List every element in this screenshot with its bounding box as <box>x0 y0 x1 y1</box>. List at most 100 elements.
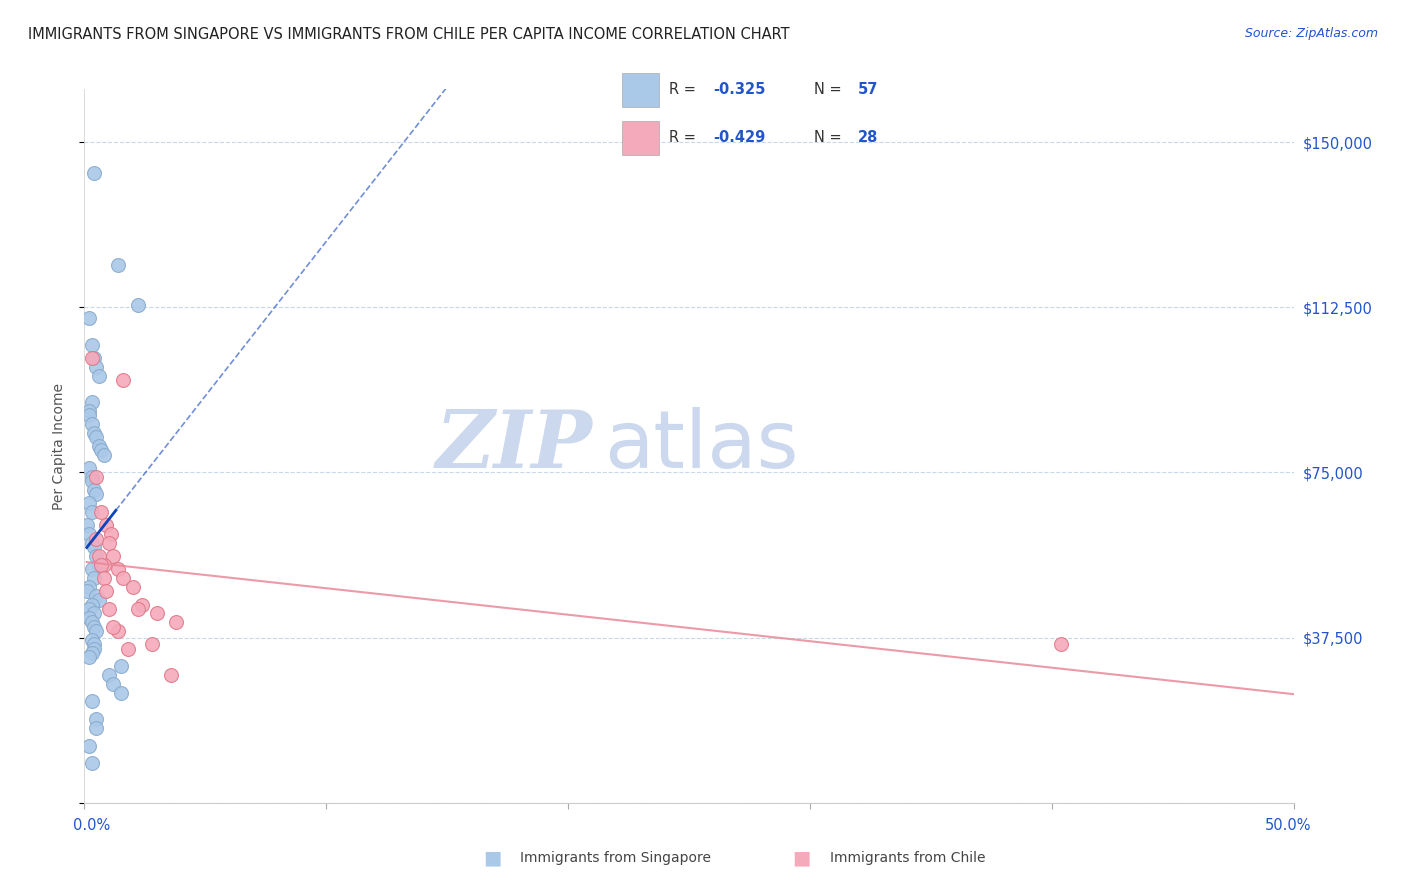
Point <box>121 580 143 594</box>
Point <box>80 470 103 484</box>
Point <box>77 403 100 417</box>
Point <box>112 571 135 585</box>
Point <box>127 602 149 616</box>
Text: atlas: atlas <box>605 407 799 485</box>
Text: ZIP: ZIP <box>436 408 592 484</box>
Point <box>103 549 125 563</box>
Point <box>80 694 103 708</box>
Point <box>77 650 100 665</box>
Point <box>83 637 105 651</box>
Point <box>76 584 98 599</box>
Point <box>90 558 112 572</box>
Point <box>110 686 132 700</box>
Bar <box>621 121 659 155</box>
Point <box>80 646 103 660</box>
Point <box>83 541 105 555</box>
Point <box>83 351 105 365</box>
Point <box>83 619 105 633</box>
Point <box>94 518 117 533</box>
Point <box>86 532 108 546</box>
Point <box>86 712 108 726</box>
Point <box>112 373 135 387</box>
Text: ■: ■ <box>792 848 811 868</box>
Point <box>146 607 169 621</box>
Point <box>117 641 139 656</box>
Point <box>77 408 100 422</box>
Point <box>83 483 105 497</box>
Point <box>77 496 100 510</box>
Text: Immigrants from Singapore: Immigrants from Singapore <box>520 851 711 865</box>
Text: 0.0%: 0.0% <box>73 818 110 832</box>
Text: 50.0%: 50.0% <box>1264 818 1312 832</box>
Point <box>80 351 103 365</box>
Point <box>87 368 110 383</box>
Point <box>80 505 103 519</box>
Point <box>94 584 117 599</box>
Point <box>90 505 112 519</box>
Point <box>107 624 129 638</box>
Point <box>80 475 103 489</box>
Text: R =: R = <box>669 130 700 145</box>
Point <box>77 311 100 326</box>
Point <box>77 739 100 753</box>
Text: 57: 57 <box>858 81 879 96</box>
Point <box>80 756 103 771</box>
Point <box>87 549 110 563</box>
Point <box>80 615 103 630</box>
Text: N =: N = <box>814 130 846 145</box>
Point <box>165 615 187 630</box>
Point <box>90 443 112 458</box>
Point <box>80 562 103 576</box>
Point <box>77 580 100 594</box>
Point <box>87 593 110 607</box>
Point <box>97 668 120 682</box>
Text: N =: N = <box>814 81 846 96</box>
Point <box>87 439 110 453</box>
Text: Source: ZipAtlas.com: Source: ZipAtlas.com <box>1244 27 1378 40</box>
Point <box>97 602 120 616</box>
Point <box>83 166 105 180</box>
Point <box>160 668 183 682</box>
Bar <box>621 73 659 106</box>
Point <box>83 425 105 440</box>
Point <box>80 337 103 351</box>
Point <box>80 536 103 550</box>
Point <box>86 470 108 484</box>
Point <box>110 659 132 673</box>
Point <box>80 417 103 431</box>
Point <box>86 624 108 638</box>
Point <box>80 632 103 647</box>
Point <box>86 430 108 444</box>
Text: R =: R = <box>669 81 700 96</box>
Point <box>77 461 100 475</box>
Point <box>107 259 129 273</box>
Point <box>97 536 120 550</box>
Text: -0.325: -0.325 <box>713 81 765 96</box>
Point <box>80 598 103 612</box>
Text: IMMIGRANTS FROM SINGAPORE VS IMMIGRANTS FROM CHILE PER CAPITA INCOME CORRELATION: IMMIGRANTS FROM SINGAPORE VS IMMIGRANTS … <box>28 27 790 42</box>
Point <box>83 607 105 621</box>
Point <box>93 571 115 585</box>
Point <box>100 527 122 541</box>
Point <box>86 359 108 374</box>
Point <box>86 549 108 563</box>
Text: ■: ■ <box>482 848 502 868</box>
Point <box>76 518 98 533</box>
Y-axis label: Per Capita Income: Per Capita Income <box>52 383 66 509</box>
Point <box>83 571 105 585</box>
Point <box>103 619 125 633</box>
Point <box>1050 637 1073 651</box>
Point <box>86 589 108 603</box>
Point <box>131 598 153 612</box>
Point <box>83 641 105 656</box>
Text: -0.429: -0.429 <box>713 130 765 145</box>
Point <box>127 298 149 312</box>
Point <box>80 395 103 409</box>
Point <box>77 602 100 616</box>
Point <box>86 487 108 501</box>
Point <box>93 558 115 572</box>
Point <box>77 611 100 625</box>
Point <box>107 562 129 576</box>
Point <box>103 677 125 691</box>
Point <box>86 721 108 735</box>
